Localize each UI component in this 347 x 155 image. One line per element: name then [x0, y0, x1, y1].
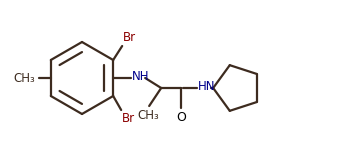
Text: CH₃: CH₃ [13, 71, 35, 84]
Text: HN: HN [198, 80, 216, 93]
Text: CH₃: CH₃ [137, 109, 159, 122]
Text: NH: NH [132, 71, 150, 84]
Text: Br: Br [122, 112, 135, 125]
Text: Br: Br [123, 31, 136, 44]
Text: O: O [176, 111, 186, 124]
